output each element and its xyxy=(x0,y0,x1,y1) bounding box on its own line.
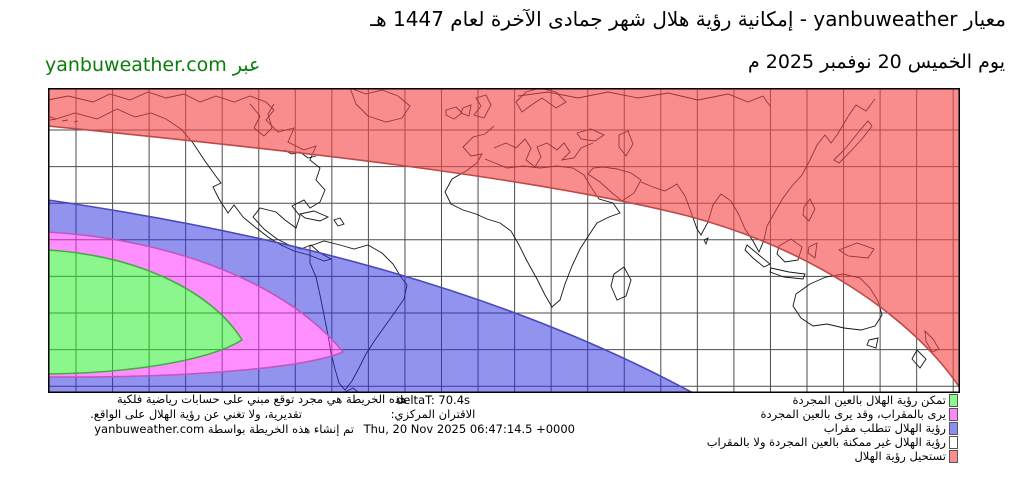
disclaimer-line-2: تقديرية، ولا تغني عن رؤية الهلال على الو… xyxy=(90,407,302,421)
legend-color-swatch xyxy=(949,449,958,463)
zone-naked-eye xyxy=(48,250,242,374)
map-border xyxy=(48,88,960,393)
delta-t-value: deltaT: 70.4s xyxy=(395,393,470,407)
visibility-zones xyxy=(48,88,960,393)
map-svg xyxy=(48,88,960,393)
zone-telescope-maybe xyxy=(48,232,343,378)
legend-item-label: رؤية الهلال تتطلب مقراب xyxy=(823,421,946,435)
zone-impossible xyxy=(48,88,960,388)
created-by-text: تم إنشاء هذه الخريطة بواسطة yanbuweather… xyxy=(94,422,354,436)
legend-color-swatch xyxy=(949,407,958,421)
coast-madagascar xyxy=(610,266,632,301)
legend-item: يرى بالمقراب، وقد يرى بالعين المجردة xyxy=(707,407,958,421)
legend-color-swatch xyxy=(949,393,958,407)
legend-item-label: يرى بالمقراب، وقد يرى بالعين المجردة xyxy=(760,407,946,421)
legend-item-label: تستحيل رؤية الهلال xyxy=(854,449,946,463)
world-visibility-map xyxy=(48,88,960,393)
conjunction-label: الاقتران المركزي: xyxy=(390,407,476,421)
legend-item-label: تمكن رؤية الهلال بالعين المجردة xyxy=(792,393,946,407)
date-line: يوم الخميس 20 نوفمبر 2025 م xyxy=(747,51,1005,73)
coast-caribbean xyxy=(298,210,345,227)
legend-item: رؤية الهلال غير ممكنة بالعين المجردة ولا… xyxy=(706,435,958,449)
astro-info-block: deltaT: 70.4s الاقتران المركزي: xyxy=(383,393,483,421)
zone-boundaries xyxy=(48,125,960,393)
legend-item: تمكن رؤية الهلال بالعين المجردة xyxy=(707,393,958,407)
legend-item: تستحيل رؤية الهلال xyxy=(707,449,958,463)
coast-sumatra-java xyxy=(744,244,806,280)
zone-telescope-only xyxy=(48,200,693,393)
page-title: معيار yanbuweather - إمكانية رؤية هلال ش… xyxy=(370,7,1006,31)
brand-link[interactable]: عبر yanbuweather.com xyxy=(45,54,261,76)
coast-tasmania xyxy=(866,337,879,349)
conjunction-time: Thu, 20 Nov 2025 06:47:14.5 +0000 xyxy=(363,422,575,436)
legend-color-swatch xyxy=(949,421,958,435)
legend-color-swatch xyxy=(949,435,958,449)
created-line: Thu, 20 Nov 2025 06:47:14.5 +0000 تم إنش… xyxy=(94,422,575,436)
coast-sri-lanka xyxy=(703,237,709,246)
visibility-legend: تمكن رؤية الهلال بالعين المجردة يرى بالم… xyxy=(706,393,958,464)
legend-item-label: رؤية الهلال غير ممكنة بالعين المجردة ولا… xyxy=(706,435,946,449)
legend-item: رؤية الهلال تتطلب مقراب xyxy=(707,421,958,435)
disclaimer-line-1: هذه الخريطة هي مجرد توقع مبني على حسابات… xyxy=(116,392,407,406)
